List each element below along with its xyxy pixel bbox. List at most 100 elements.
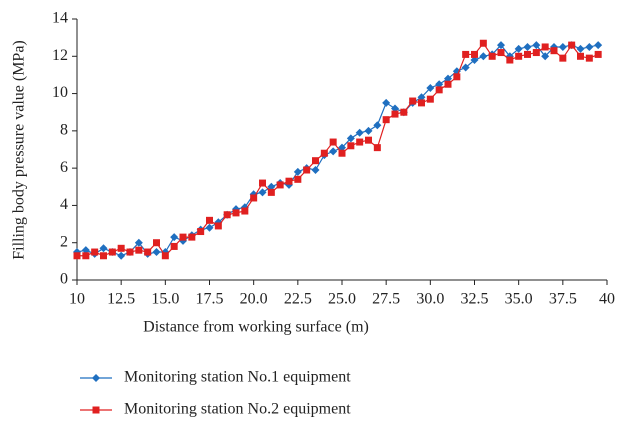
marker <box>532 49 540 57</box>
marker <box>100 252 107 260</box>
marker <box>338 149 346 157</box>
marker <box>293 167 302 176</box>
legend-label: Monitoring station No.1 equipment <box>124 369 351 386</box>
marker <box>576 44 585 53</box>
marker <box>497 49 505 57</box>
marker <box>506 56 514 64</box>
marker <box>82 252 90 260</box>
marker <box>461 63 470 72</box>
x-axis-label: Distance from working surface (m) <box>143 319 369 336</box>
marker <box>134 238 143 247</box>
y-tick-label: 8 <box>60 122 68 139</box>
x-tick-label: 37.5 <box>549 291 577 308</box>
marker <box>188 233 196 241</box>
marker <box>108 248 116 256</box>
marker <box>364 126 373 135</box>
marker <box>153 239 160 247</box>
marker <box>329 147 338 156</box>
marker <box>152 248 161 257</box>
x-tick-label: 27.5 <box>372 291 400 308</box>
y-tick-label: 14 <box>52 10 68 27</box>
marker <box>267 182 276 191</box>
marker <box>294 175 302 183</box>
marker <box>346 134 355 143</box>
x-tick-label: 10 <box>69 291 85 308</box>
marker <box>523 42 532 51</box>
marker <box>497 41 505 50</box>
marker <box>559 54 567 62</box>
marker <box>577 52 584 60</box>
marker <box>444 80 452 88</box>
marker <box>382 98 391 107</box>
series-line <box>76 44 599 257</box>
marker <box>303 166 311 174</box>
x-tick-label: 32.5 <box>461 291 489 308</box>
x-tick-label: 17.5 <box>196 291 224 308</box>
marker <box>585 54 593 62</box>
marker <box>462 50 470 58</box>
y-tick-label: 12 <box>52 47 68 64</box>
marker <box>479 52 488 61</box>
marker <box>550 47 558 55</box>
marker <box>117 251 126 260</box>
marker <box>471 50 478 58</box>
marker <box>417 93 426 102</box>
marker <box>558 42 567 51</box>
marker <box>91 248 99 256</box>
x-tick-label: 15.0 <box>151 291 179 308</box>
marker <box>409 97 417 105</box>
marker <box>347 142 355 150</box>
marker <box>391 104 399 113</box>
marker <box>197 228 205 236</box>
y-tick-label: 2 <box>60 233 68 250</box>
y-tick-label: 6 <box>60 159 68 176</box>
marker <box>161 252 169 260</box>
marker <box>329 138 337 146</box>
marker <box>258 188 267 197</box>
x-tick-label: 40 <box>599 291 615 308</box>
marker <box>524 50 531 58</box>
marker <box>541 52 550 61</box>
y-tick-label: 10 <box>52 84 68 101</box>
x-tick-label: 12.5 <box>107 291 135 308</box>
marker <box>259 179 266 187</box>
marker <box>488 52 496 60</box>
marker <box>479 39 487 47</box>
marker <box>250 194 258 202</box>
marker <box>418 99 425 107</box>
marker <box>470 56 479 65</box>
y-tick-label: 0 <box>60 271 68 288</box>
x-tick-label: 20.0 <box>240 291 268 308</box>
marker <box>453 73 461 81</box>
marker <box>312 157 319 165</box>
marker <box>356 138 364 146</box>
marker <box>320 149 328 157</box>
marker <box>382 116 390 124</box>
x-tick-label: 22.5 <box>284 291 312 308</box>
marker <box>435 86 443 94</box>
x-tick-label: 35.0 <box>505 291 533 308</box>
marker <box>355 128 364 137</box>
marker <box>365 136 372 144</box>
marker <box>179 233 187 241</box>
marker <box>144 248 152 256</box>
marker <box>267 188 275 196</box>
marker <box>568 41 576 49</box>
marker <box>117 244 125 252</box>
marker <box>232 209 240 217</box>
marker <box>223 211 231 219</box>
marker <box>444 74 452 83</box>
marker <box>311 166 320 175</box>
marker <box>373 144 381 152</box>
marker <box>135 246 143 254</box>
marker <box>99 244 108 253</box>
marker <box>426 83 435 92</box>
marker <box>276 181 284 189</box>
marker <box>391 110 399 118</box>
marker <box>285 177 293 185</box>
marker <box>73 252 81 260</box>
marker <box>373 121 382 130</box>
marker <box>241 207 249 215</box>
marker <box>585 42 594 51</box>
marker <box>515 52 523 60</box>
